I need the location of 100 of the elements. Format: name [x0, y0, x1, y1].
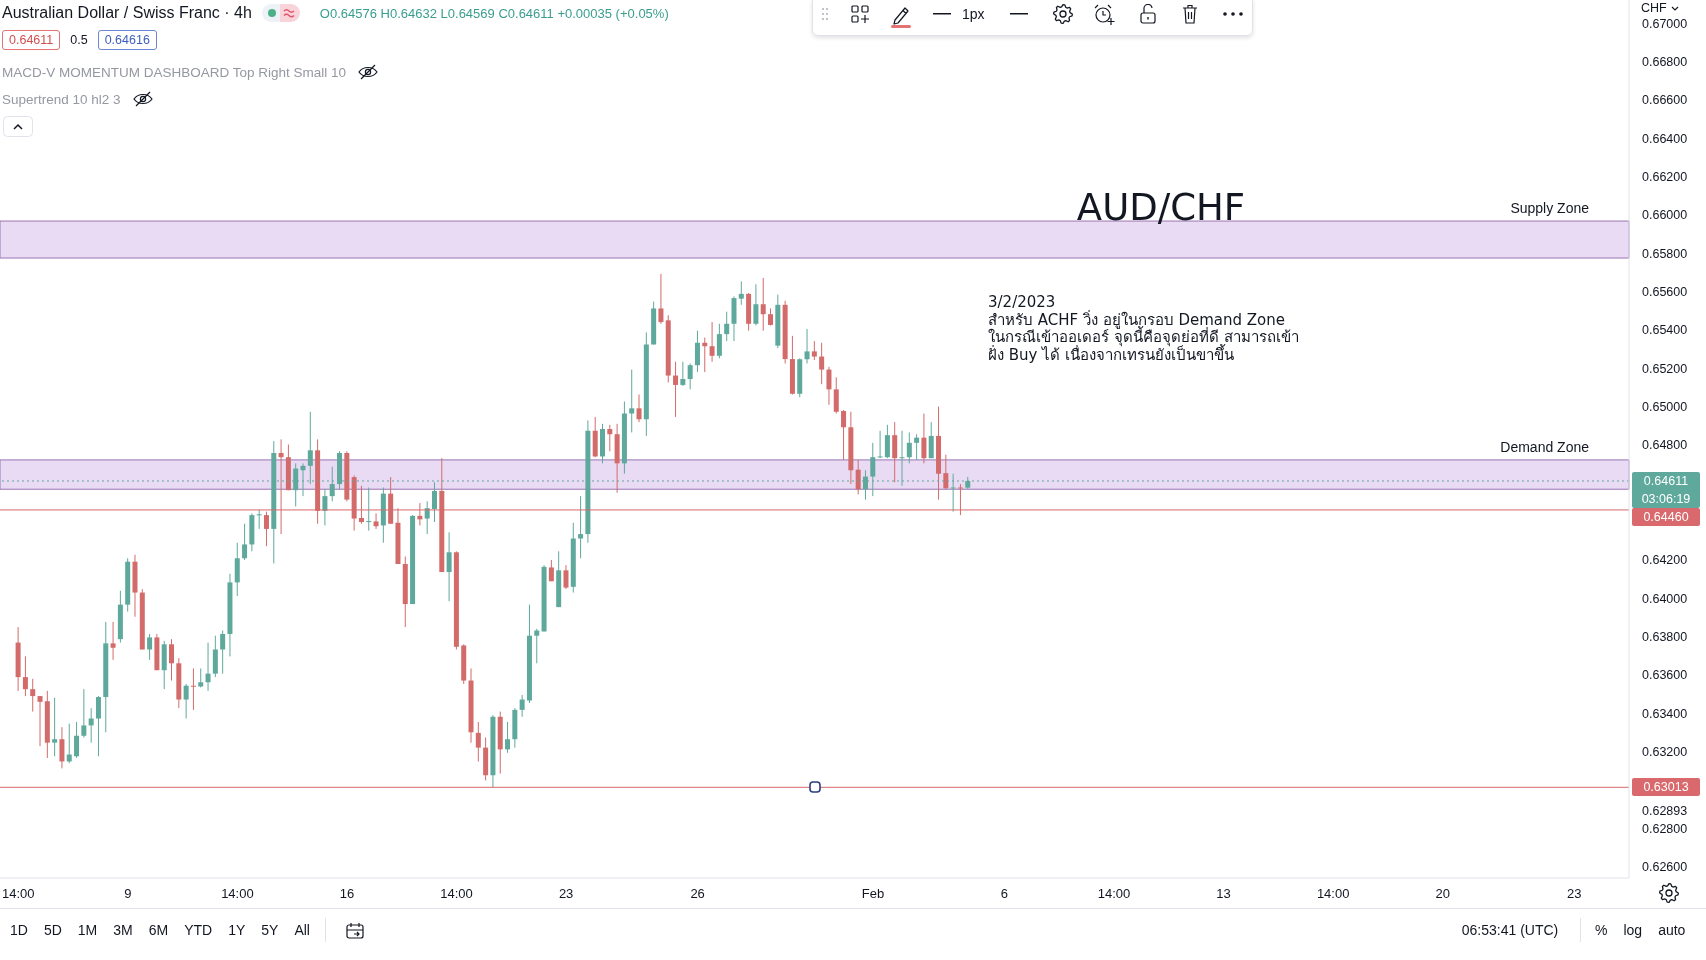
text: All [294, 922, 310, 938]
x-tick-label: 13 [1216, 886, 1231, 901]
annotation: MACD-V MOMENTUM DASHBOARD Top Right Small 10 [2, 64, 347, 80]
candlestick [738, 280, 744, 306]
annotation: AUD/CHF [1076, 186, 1246, 229]
y-tick-label: 0.66800 [1642, 54, 1688, 69]
candlestick [431, 481, 437, 523]
candlestick [169, 638, 175, 682]
text: % [1595, 922, 1608, 938]
annotation: 0.5 [70, 33, 88, 47]
x-tick-label: 23 [558, 886, 574, 901]
y-tick-label: 0.65000 [1642, 399, 1688, 414]
y-tick-label: 0.63600 [1642, 668, 1688, 683]
candlestick [563, 564, 569, 590]
y-tick-label: 0.64000 [1642, 591, 1688, 606]
text: YTD [184, 922, 213, 938]
candlestick [52, 697, 58, 757]
candlestick [475, 721, 481, 762]
candlestick [658, 273, 664, 325]
candlestick [30, 678, 36, 713]
y-tick-label: 0.64800 [1642, 438, 1688, 453]
annotation: Supertrend 10 hl2 3 [2, 91, 121, 107]
candlestick [921, 413, 927, 464]
candlestick [811, 340, 817, 361]
candlestick [256, 509, 262, 530]
candlestick [928, 421, 934, 459]
text: 06:53:41 (UTC) [1461, 922, 1559, 938]
band-label: Supply Zone [1510, 200, 1589, 217]
x-tick-label: 9 [124, 886, 132, 901]
candlestick [198, 667, 204, 688]
candlestick [220, 630, 226, 675]
candlestick [943, 454, 949, 490]
x-tick-label: 20 [1435, 886, 1450, 901]
candlestick [366, 487, 372, 532]
x-tick-label: 6 [1000, 886, 1009, 901]
candlestick [629, 369, 635, 433]
candlestick [819, 342, 825, 385]
ref-line-label: 0.63013 [1632, 778, 1700, 797]
y-tick-label: 0.64200 [1642, 553, 1688, 568]
ref-line-label: 0.64611 03:06:19 [1632, 471, 1700, 508]
x-tick-label: 14:00 [1316, 886, 1350, 901]
chart-subtitle: O0.64576 H0.64632 L0.64569 C0.64611 +0.00035 (+0.05%) [319, 5, 669, 21]
candlestick [709, 321, 715, 363]
candlestick [855, 459, 861, 495]
candlestick [505, 721, 511, 754]
band-label: Demand Zone [1500, 438, 1589, 455]
candlestick [22, 655, 28, 697]
candlestick [636, 394, 642, 423]
x-tick-label: 26 [690, 886, 705, 901]
candlestick [242, 523, 248, 561]
candlestick [446, 531, 452, 602]
candlestick [892, 421, 898, 483]
candlestick [753, 283, 759, 327]
candlestick [183, 683, 189, 719]
candlestick [906, 431, 912, 464]
y-tick-label: 0.66400 [1642, 131, 1688, 146]
candlestick [373, 512, 379, 530]
candlestick [716, 323, 722, 359]
candlestick [687, 362, 693, 390]
candlestick [37, 695, 43, 747]
annotation: 0.64616 [97, 30, 157, 50]
annotation: 0.64611 [2, 30, 61, 50]
candlestick [59, 726, 65, 769]
text: log [1623, 922, 1643, 938]
x-tick-label: 14:00 [1, 886, 35, 901]
text: 1M [77, 922, 98, 938]
y-tick-label: 0.63200 [1642, 744, 1688, 759]
chart-title: Australian Dollar / Swiss Franc · 4h [2, 4, 252, 22]
candlestick [673, 361, 679, 418]
candlestick [147, 633, 153, 661]
candlestick [826, 366, 832, 406]
x-tick-label: 14:00 [1097, 886, 1131, 901]
candlestick [607, 424, 613, 452]
text: 5Y [261, 922, 279, 938]
y-tick-label: 0.65400 [1642, 323, 1688, 338]
ref-line-label: 0.64460 [1632, 507, 1700, 526]
candlestick [190, 667, 196, 711]
y-tick-label: 0.65600 [1642, 284, 1688, 299]
text: 3M [113, 922, 133, 938]
candlestick [578, 495, 584, 559]
candlestick [74, 721, 80, 759]
candlestick [519, 694, 525, 718]
y-tick-label: 0.66600 [1642, 93, 1688, 108]
candlestick [833, 376, 839, 414]
x-tick-label: 16 [339, 886, 355, 901]
candlestick [760, 277, 766, 332]
y-tick-label: 0.63400 [1642, 706, 1688, 721]
candlestick [804, 328, 810, 364]
text: 6M [148, 922, 169, 938]
y-tick-label: 0.62800 [1642, 821, 1688, 836]
candlestick [95, 695, 101, 757]
y-tick-label: 0.63800 [1642, 629, 1688, 644]
x-tick-label: 14:00 [221, 886, 254, 901]
candlestick [694, 330, 700, 373]
y-tick-label: 0.65200 [1642, 361, 1688, 376]
text: auto [1658, 922, 1686, 938]
y-tick-label: 0.66000 [1642, 208, 1688, 223]
text: CHF [1641, 1, 1667, 15]
x-tick-label: Feb [861, 886, 885, 901]
y-tick-label: 0.62893 [1642, 803, 1688, 818]
